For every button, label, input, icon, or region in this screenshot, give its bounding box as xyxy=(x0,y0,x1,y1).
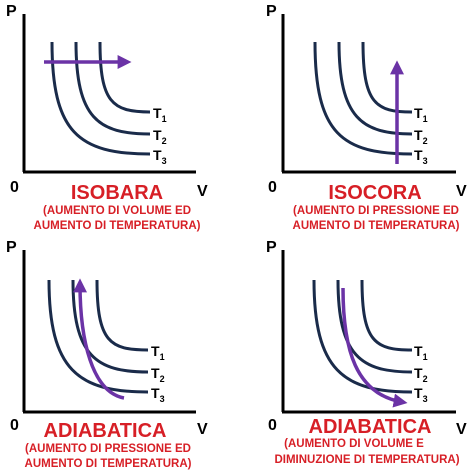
process-arrow xyxy=(341,287,408,408)
panel-isocora: P 0 V T1 T2 T3 ISOCORA (AUMENTO DI PRESS… xyxy=(266,3,467,232)
isotherm-t1 xyxy=(361,41,413,114)
isotherm-label-t2: T2 xyxy=(153,127,167,146)
origin-label: 0 xyxy=(268,179,277,196)
isotherm-t3 xyxy=(313,41,413,156)
isotherm-t3 xyxy=(312,279,413,394)
origin-label: 0 xyxy=(10,417,19,434)
panel-subtitle-line1: (AUMENTO DI VOLUME ED xyxy=(43,205,191,217)
panel-subtitle-line2: AUMENTO DI TEMPERATURA) xyxy=(293,220,460,232)
isotherm-t2 xyxy=(74,41,151,136)
isotherm-t1 xyxy=(95,279,149,352)
isotherm-label-t1: T1 xyxy=(414,105,428,124)
panel-subtitle-line2: AUMENTO DI TEMPERATURA) xyxy=(25,458,192,470)
panel-subtitle-line1: (AUMENTO DI PRESSIONE ED xyxy=(293,205,459,217)
panel-adiabatica-expansion: P 0 V T1 T2 T3 ADIABATICA (AUMENTO DI VO… xyxy=(266,239,467,466)
v-axis-label: V xyxy=(456,183,467,200)
isotherm-label-t3: T3 xyxy=(153,147,167,166)
p-axis-label: P xyxy=(6,3,17,20)
isotherm-label-t1: T1 xyxy=(414,343,428,362)
panel-adiabatica-compression: P 0 V T1 T2 T3 ADIABATICA (AUMENTO DI PR… xyxy=(6,239,208,470)
isotherm-t1 xyxy=(360,279,413,352)
p-axis-label: P xyxy=(6,239,17,256)
panel-isobara: P 0 V T1 T2 T3 ISOBARA (AUMENTO DI VOLUM… xyxy=(6,3,208,232)
isotherm-label-t3: T3 xyxy=(151,385,165,404)
v-axis-label: V xyxy=(197,421,208,438)
origin-label: 0 xyxy=(268,417,277,434)
v-axis-label: V xyxy=(197,183,208,200)
panel-subtitle-line1: (AUMENTO DI PRESSIONE ED xyxy=(25,443,191,455)
isotherm-label-t3: T3 xyxy=(414,385,428,404)
panel-title: ADIABATICA xyxy=(44,420,167,442)
panel-title: ISOBARA xyxy=(71,182,163,204)
isotherm-t3 xyxy=(50,41,151,156)
panel-subtitle-line1: (AUMENTO DI VOLUME E xyxy=(284,438,424,450)
p-axis-label: P xyxy=(266,239,277,256)
p-axis-label: P xyxy=(266,3,277,20)
v-axis-label: V xyxy=(456,421,467,438)
isotherm-label-t1: T1 xyxy=(153,105,167,124)
isotherm-t2 xyxy=(336,279,413,374)
panel-subtitle-line2: DIMINUZIONE DI TEMPERATURA) xyxy=(274,454,459,466)
panel-title: ISOCORA xyxy=(328,182,421,204)
isotherm-label-t2: T2 xyxy=(151,365,165,384)
isotherm-label-t2: T2 xyxy=(414,365,428,384)
panel-subtitle-line2: AUMENTO DI TEMPERATURA) xyxy=(34,220,201,232)
isotherm-label-t2: T2 xyxy=(414,127,428,146)
isotherm-t2 xyxy=(337,41,413,136)
isotherm-t3 xyxy=(47,279,149,394)
origin-label: 0 xyxy=(10,179,19,196)
isotherm-t1 xyxy=(98,41,151,114)
isotherm-label-t3: T3 xyxy=(414,147,428,166)
isotherm-label-t1: T1 xyxy=(151,343,165,362)
process-arrow xyxy=(73,278,125,400)
panel-title: ADIABATICA xyxy=(309,416,432,438)
isotherm-t2 xyxy=(71,279,149,374)
